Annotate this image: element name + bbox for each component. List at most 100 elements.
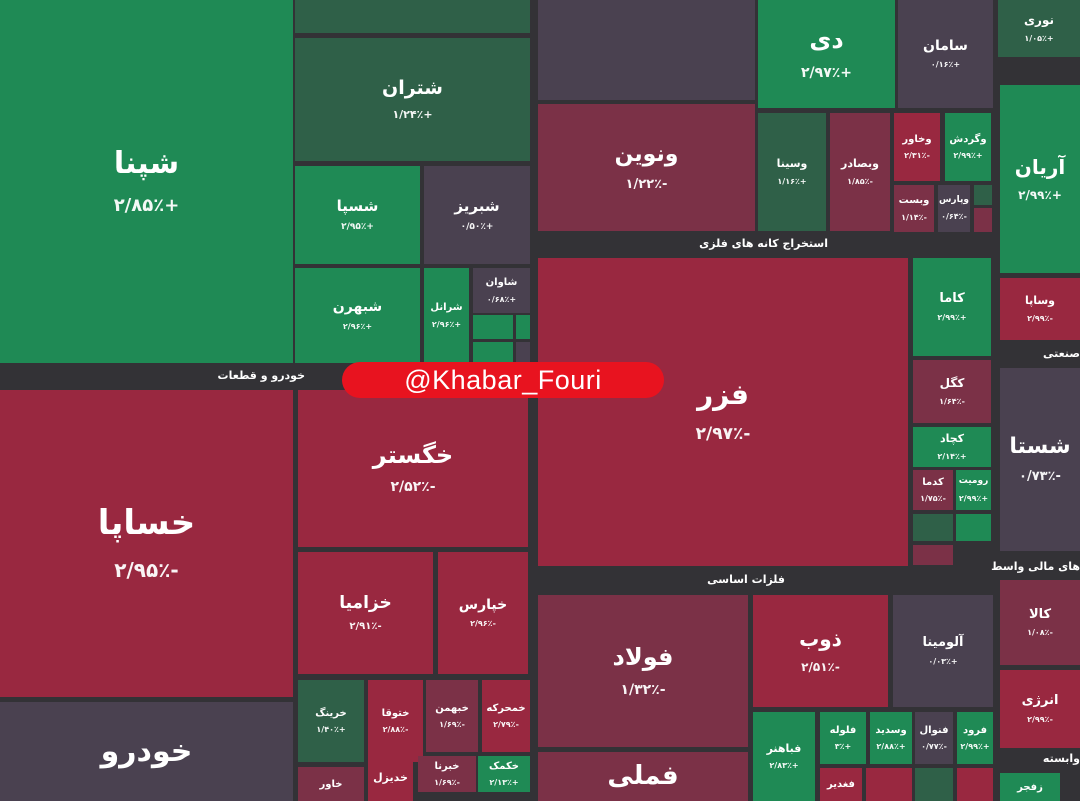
tile-خبهمن[interactable]: خبهمن -۱/۶۹٪ <box>426 680 478 752</box>
tile-فزر[interactable]: فزر -۲/۹۷٪ <box>538 258 908 566</box>
tile-کدما[interactable]: کدما -۱/۷۵٪ <box>913 470 953 510</box>
tile-وسدید[interactable]: وسدید +۲/۸۸٪ <box>870 712 912 764</box>
tile-symbol: آریان <box>1014 155 1066 180</box>
tile-خگستر[interactable]: خگستر -۲/۵۲٪ <box>298 390 528 547</box>
tile-فلوله[interactable]: فلوله +۳٪ <box>820 712 866 764</box>
tile-unlabeled[interactable] <box>974 185 992 205</box>
tile-symbol: شتران <box>382 77 443 100</box>
tile-symbol: نوری <box>1024 13 1054 28</box>
tile-شرانل[interactable]: شرانل +۲/۹۶٪ <box>424 268 469 363</box>
tile-symbol: کاما <box>939 291 965 307</box>
tile-خکمک[interactable]: خکمک +۲/۱۳٪ <box>478 756 530 792</box>
tile-فملی[interactable]: فملی <box>538 752 748 801</box>
tile-change: -۱/۸۵٪ <box>847 176 873 186</box>
tile-change: +۰/۰۳٪ <box>928 656 958 666</box>
tile-symbol: وگردش <box>949 133 987 145</box>
tile-unlabeled[interactable] <box>956 514 991 541</box>
tile-فنوال[interactable]: فنوال -۰/۷۷٪ <box>915 712 953 764</box>
tile-کاما[interactable]: کاما +۲/۹۹٪ <box>913 258 991 356</box>
tile-شبریز[interactable]: شبریز +۰/۵۰٪ <box>424 166 530 264</box>
tile-symbol: خمحرکه <box>486 702 526 714</box>
tile-رومیت[interactable]: رومیت +۲/۹۹٪ <box>956 470 991 510</box>
tile-change: +۲/۸۸٪ <box>876 742 906 752</box>
tile-change: +۲/۹۶٪ <box>342 321 373 331</box>
tile-symbol: شبهرن <box>332 299 383 316</box>
tile-unlabeled[interactable] <box>957 768 993 801</box>
tile-unlabeled[interactable] <box>538 0 755 100</box>
tile-symbol: وسینا <box>776 157 808 171</box>
tile-unlabeled[interactable] <box>473 315 513 339</box>
tile-شپنا[interactable]: شپنا +۲/۸۵٪ <box>0 0 293 363</box>
tile-خدیزل[interactable]: خدیزل <box>368 756 413 801</box>
tile-وساپا[interactable]: وساپا -۲/۹۹٪ <box>1000 278 1080 340</box>
tile-change: -۱/۶۹٪ <box>434 778 460 788</box>
tile-خساپا[interactable]: خساپا -۲/۹۵٪ <box>0 390 293 697</box>
tile-symbol: وپارس <box>939 194 969 205</box>
tile-symbol: خبرنا <box>434 760 460 772</box>
tile-symbol: خبهمن <box>435 702 469 714</box>
tile-symbol: خودرو <box>100 734 193 769</box>
tile-خمحرکه[interactable]: خمحرکه -۲/۷۹٪ <box>482 680 530 752</box>
tile-فرود[interactable]: فرود +۲/۹۹٪ <box>957 712 993 764</box>
tile-خودرو[interactable]: خودرو <box>0 702 293 801</box>
tile-symbol: فباهنر <box>766 741 802 755</box>
tile-change: -۲/۷۹٪ <box>493 720 519 730</box>
tile-زفجر[interactable]: زفجر <box>1000 773 1060 801</box>
tile-کالا[interactable]: کالا -۱/۰۸٪ <box>1000 580 1080 665</box>
tile-وسینا[interactable]: وسینا +۱/۱۶٪ <box>758 113 826 231</box>
tile-symbol: ذوب <box>799 627 842 652</box>
tile-انرژی[interactable]: انرژی -۲/۹۹٪ <box>1000 670 1080 748</box>
tile-symbol: شسپا <box>336 197 379 216</box>
tile-آریان[interactable]: آریان +۲/۹۹٪ <box>1000 85 1080 273</box>
tile-شتران[interactable]: شتران +۱/۲۴٪ <box>295 38 530 161</box>
tile-unlabeled[interactable] <box>913 514 953 541</box>
tile-symbol: خساپا <box>97 502 196 543</box>
tile-symbol: خپارس <box>458 596 508 613</box>
tile-دی[interactable]: دی +۲/۹۷٪ <box>758 0 895 108</box>
tile-فولاد[interactable]: فولاد -۱/۳۲٪ <box>538 595 748 747</box>
tile-خپارس[interactable]: خپارس -۲/۹۶٪ <box>438 552 528 674</box>
tile-unlabeled[interactable] <box>516 342 530 363</box>
tile-unlabeled[interactable] <box>866 768 912 801</box>
tile-نوری[interactable]: نوری +۱/۰۵٪ <box>998 0 1080 57</box>
tile-symbol: سامان <box>923 37 968 54</box>
tile-سامان[interactable]: سامان +۰/۱۶٪ <box>898 0 993 108</box>
tile-ختوقا[interactable]: ختوقا -۲/۸۸٪ <box>368 680 423 762</box>
tile-وبصادر[interactable]: وبصادر -۱/۸۵٪ <box>830 113 890 231</box>
watermark: @Khabar_Fouri <box>342 362 664 398</box>
tile-symbol: فزر <box>697 377 749 411</box>
tile-unlabeled[interactable] <box>295 0 530 33</box>
tile-وگردش[interactable]: وگردش +۲/۹۹٪ <box>945 113 991 181</box>
tile-unlabeled[interactable] <box>974 208 992 232</box>
tile-unlabeled[interactable] <box>516 315 530 339</box>
tile-change: +۲/۹۹٪ <box>960 742 990 752</box>
tile-ونوین[interactable]: ونوین -۱/۲۲٪ <box>538 104 755 231</box>
tile-وخاور[interactable]: وخاور -۲/۳۱٪ <box>894 113 940 181</box>
tile-unlabeled[interactable] <box>913 545 953 565</box>
tile-شبهرن[interactable]: شبهرن +۲/۹۶٪ <box>295 268 420 363</box>
tile-فغدیر[interactable]: فغدیر <box>820 768 862 801</box>
tile-وبست[interactable]: وبست -۱/۱۴٪ <box>894 185 934 232</box>
tile-خبرنا[interactable]: خبرنا -۱/۶۹٪ <box>418 756 476 792</box>
tile-change: -۰/۶۴٪ <box>941 212 967 222</box>
tile-وپارس[interactable]: وپارس -۰/۶۴٪ <box>938 185 970 232</box>
tile-unlabeled[interactable] <box>473 342 513 363</box>
tile-symbol: شبریز <box>454 197 500 216</box>
tile-خرینگ[interactable]: خرینگ +۱/۴۰٪ <box>298 680 364 762</box>
tile-خزامیا[interactable]: خزامیا -۲/۹۱٪ <box>298 552 433 674</box>
tile-change: -۲/۵۱٪ <box>801 659 840 674</box>
tile-آلومینا[interactable]: آلومینا +۰/۰۳٪ <box>893 595 993 707</box>
tile-change: +۳٪ <box>834 742 852 752</box>
tile-change: +۲/۱۴٪ <box>937 451 967 461</box>
tile-unlabeled[interactable] <box>915 768 953 801</box>
tile-کگل[interactable]: کگل -۱/۶۴٪ <box>913 360 991 423</box>
tile-ذوب[interactable]: ذوب -۲/۵۱٪ <box>753 595 888 707</box>
tile-خاور[interactable]: خاور <box>298 767 364 801</box>
tile-شاوان[interactable]: شاوان +۰/۶۸٪ <box>473 268 530 313</box>
tile-change: -۲/۹۶٪ <box>470 619 496 629</box>
tile-شستا[interactable]: شستا -۰/۷۳٪ <box>1000 368 1080 551</box>
tile-کچاد[interactable]: کچاد +۲/۱۴٪ <box>913 427 991 467</box>
tile-شسپا[interactable]: شسپا +۲/۹۵٪ <box>295 166 420 264</box>
tile-symbol: فلوله <box>829 724 857 736</box>
tile-فباهنر[interactable]: فباهنر +۲/۸۳٪ <box>753 712 815 801</box>
